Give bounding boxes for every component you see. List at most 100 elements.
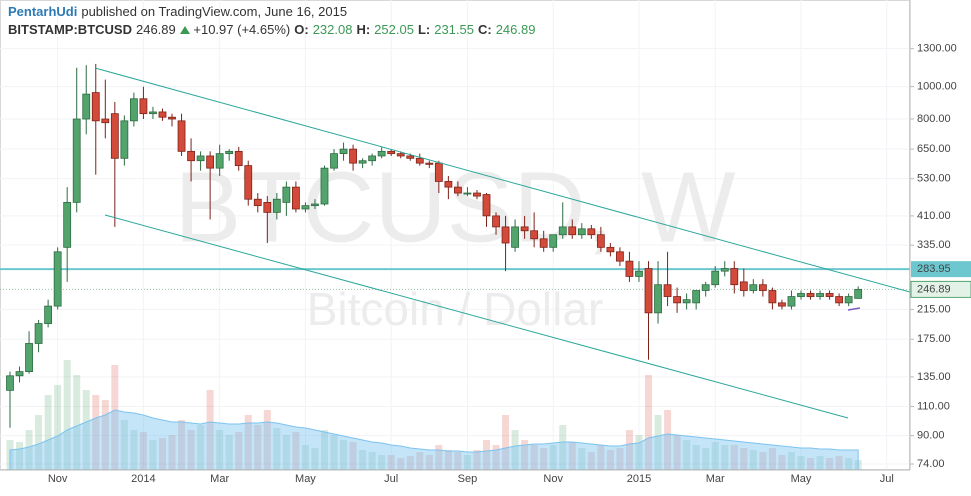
volume-bar bbox=[826, 458, 834, 470]
volume-bar bbox=[16, 442, 24, 470]
trend-line bbox=[104, 214, 849, 419]
volume-bar bbox=[502, 415, 510, 470]
candle-body bbox=[482, 194, 491, 217]
y-tick-label: 335.00 bbox=[917, 239, 951, 251]
candle-body bbox=[272, 198, 281, 213]
symbol: BITSTAMP:BTCUSD bbox=[8, 22, 132, 37]
volume-bar bbox=[749, 450, 757, 470]
candle-body bbox=[149, 111, 157, 115]
candle-body bbox=[6, 375, 14, 391]
candle-body bbox=[63, 201, 72, 248]
volume-bar bbox=[606, 450, 614, 470]
candle-body bbox=[558, 226, 567, 236]
candle-body bbox=[854, 288, 863, 299]
volume-bar bbox=[130, 430, 138, 470]
candle-body bbox=[330, 153, 338, 169]
volume-bar bbox=[73, 375, 81, 470]
candle-body bbox=[244, 165, 253, 200]
volume-bar bbox=[35, 415, 43, 470]
h-label: H: bbox=[356, 22, 371, 37]
candle-body bbox=[825, 293, 834, 297]
candle-body bbox=[349, 148, 357, 164]
candle-body bbox=[587, 228, 596, 236]
volume-bar bbox=[654, 415, 662, 470]
y-tick-label: 215.00 bbox=[917, 303, 951, 315]
volume-bar bbox=[625, 430, 633, 470]
candle-body bbox=[196, 155, 205, 162]
x-tick-label: Jul bbox=[384, 473, 398, 485]
candle-body bbox=[434, 162, 443, 182]
volume-bar bbox=[768, 448, 776, 470]
volume-bar bbox=[521, 440, 529, 470]
y-tick-label: 650.00 bbox=[917, 143, 951, 155]
candle-body bbox=[654, 284, 662, 314]
volume-bar bbox=[92, 395, 100, 470]
volume-bar bbox=[206, 390, 214, 470]
candle-body bbox=[120, 120, 129, 159]
l-label: L: bbox=[417, 22, 431, 37]
volume-bar bbox=[578, 448, 586, 470]
candle-body bbox=[692, 290, 701, 304]
volume-bar bbox=[273, 428, 281, 470]
candle-body bbox=[778, 302, 786, 307]
volume-bar bbox=[397, 458, 405, 470]
o-label: O: bbox=[294, 22, 309, 37]
volume-bar bbox=[320, 430, 328, 470]
volume-bar bbox=[692, 445, 700, 470]
candle-body bbox=[625, 260, 634, 277]
candle-body bbox=[168, 116, 176, 120]
candle-body bbox=[110, 113, 119, 159]
c: 246.89 bbox=[495, 22, 536, 37]
volume-bar bbox=[787, 452, 795, 470]
volume-bar bbox=[101, 400, 109, 470]
volume-bar bbox=[301, 445, 309, 470]
plot-frame bbox=[0, 0, 910, 470]
y-tick-label: 1000.00 bbox=[917, 81, 957, 93]
volume-bar bbox=[835, 456, 843, 470]
watermark: BTCUSD, W bbox=[174, 151, 736, 263]
volume-bar bbox=[797, 456, 805, 470]
candle-body bbox=[177, 120, 186, 152]
volume-bar bbox=[511, 430, 519, 470]
candle-body bbox=[501, 226, 510, 244]
volume-bar bbox=[168, 435, 176, 470]
candle-body bbox=[263, 201, 272, 213]
y-tick-label: 135.00 bbox=[917, 371, 951, 383]
candle-body bbox=[34, 323, 43, 344]
y-tick-label: 90.00 bbox=[917, 430, 945, 442]
volume-bar bbox=[158, 438, 166, 470]
candle-body bbox=[511, 226, 519, 248]
c-label: C: bbox=[477, 22, 492, 37]
volume-bar bbox=[645, 375, 653, 470]
volume-bar bbox=[683, 440, 691, 470]
y-tick-label: 110.00 bbox=[917, 400, 950, 412]
last-price-label: 246.89 bbox=[917, 283, 951, 295]
candle-body bbox=[387, 150, 396, 155]
watermark-sub: Bitcoin / Dollar bbox=[307, 283, 604, 335]
candle-body bbox=[473, 192, 481, 197]
candle-body bbox=[158, 111, 167, 118]
candle-body bbox=[768, 290, 777, 304]
candle-body bbox=[549, 234, 558, 248]
volume-bar bbox=[292, 432, 300, 470]
candle-body bbox=[520, 226, 529, 232]
volume-bar bbox=[197, 425, 205, 470]
volume-bar bbox=[282, 435, 290, 470]
volume-bar bbox=[740, 448, 748, 470]
volume-bar bbox=[587, 452, 595, 470]
volume-bar bbox=[473, 450, 481, 470]
candle-body bbox=[568, 226, 577, 236]
x-tick-label: Mar bbox=[210, 473, 229, 485]
candle-body bbox=[844, 296, 853, 304]
volume-bar bbox=[225, 435, 233, 470]
candle-body bbox=[673, 296, 681, 304]
volume-bar bbox=[368, 452, 376, 470]
candle-body bbox=[644, 268, 653, 314]
volume-bar bbox=[263, 410, 271, 470]
volume-bar bbox=[597, 445, 605, 470]
x-tick-label: 2014 bbox=[131, 473, 155, 485]
volume-bar bbox=[44, 395, 52, 470]
candle-body bbox=[797, 293, 805, 297]
candle-body bbox=[187, 150, 195, 162]
candle-body bbox=[377, 150, 386, 157]
